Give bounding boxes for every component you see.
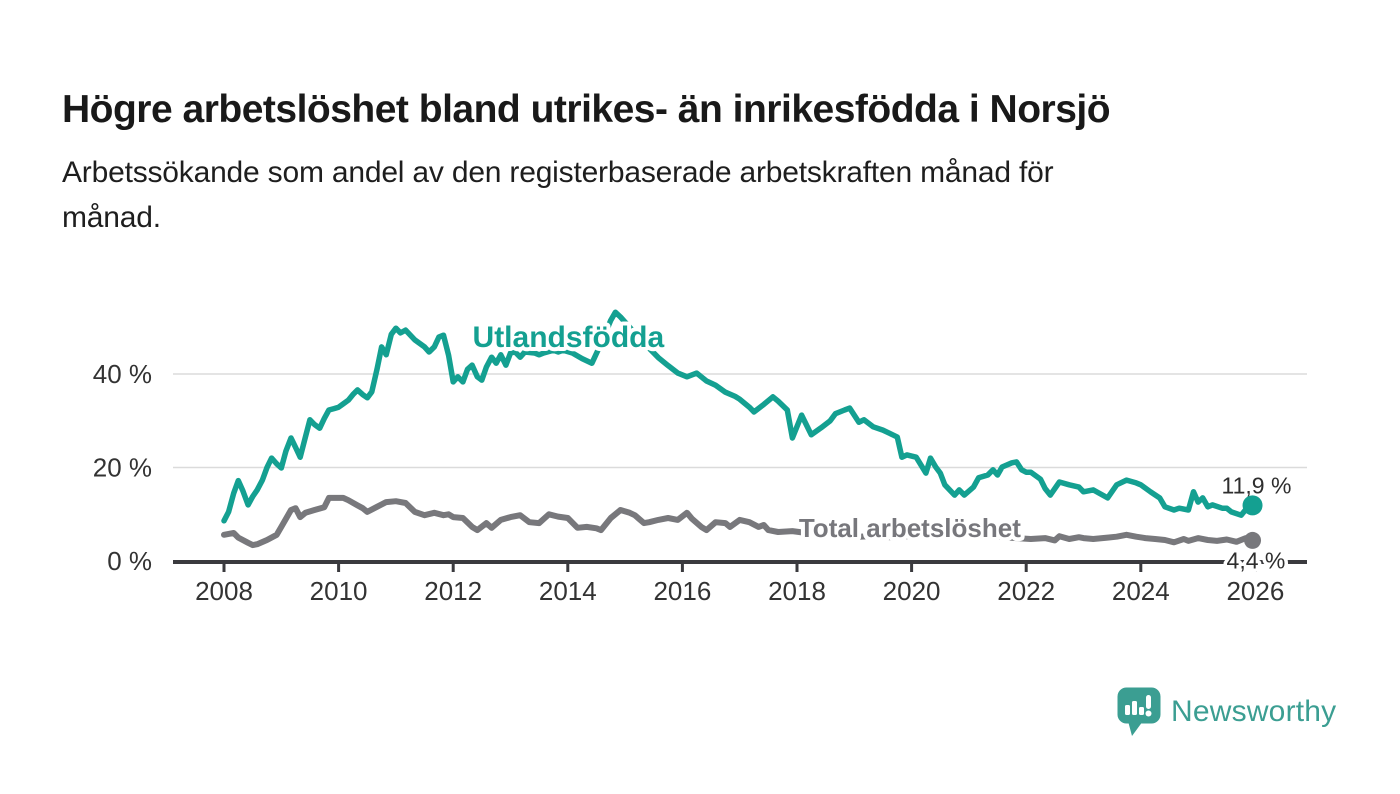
x-axis-label-2024: 2024 xyxy=(1112,576,1170,606)
y-axis-label-20: 20 % xyxy=(93,453,152,483)
end-dot-total-arbetsloshet xyxy=(1244,531,1262,549)
chart-subtitle-line-2: månad. xyxy=(62,201,161,234)
end-value-label-total-arbetsloshet: 4,4 % xyxy=(1227,547,1286,573)
newsworthy-logo: Newsworthy xyxy=(1116,686,1336,738)
y-axis-label-0: 0 % xyxy=(107,546,152,576)
x-axis-label-2008: 2008 xyxy=(195,576,253,606)
x-axis-label-2010: 2010 xyxy=(310,576,368,606)
x-axis-label-2018: 2018 xyxy=(768,576,826,606)
series-label-total-arbetsloshet: Total arbetslöshet xyxy=(799,513,1021,543)
end-dot-utlandsfodda xyxy=(1242,495,1263,516)
end-value-label-utlandsfodda: 11,9 % xyxy=(1222,472,1292,498)
y-axis-label-40: 40 % xyxy=(93,359,152,389)
series-line-total-arbetsloshet xyxy=(221,494,1256,549)
newsworthy-logo-text: Newsworthy xyxy=(1171,695,1337,728)
unemployment-line-chart: 0 % 20 % 40 % 2008 2010 2012 2014 2016 2018 2020 2… xyxy=(93,309,1307,606)
x-axis-label-2012: 2012 xyxy=(424,576,482,606)
chart-title: Högre arbetslöshet bland utrikes- än inr… xyxy=(62,88,1111,132)
chart-subtitle-line-1: Arbetssökande som andel av den registerb… xyxy=(62,156,1054,189)
x-axis-label-2016: 2016 xyxy=(653,576,711,606)
x-axis-label-2026: 2026 xyxy=(1226,576,1284,606)
x-axis-label-2020: 2020 xyxy=(883,576,941,606)
newsworthy-logo-icon xyxy=(1117,687,1161,736)
series-line-utlandsfodda xyxy=(221,309,1256,524)
chart-subtitle: Arbetssökande som andel av den registerb… xyxy=(62,150,1054,240)
series-label-utlandsfodda: Utlandsfödda xyxy=(473,321,665,354)
x-axis-label-2014: 2014 xyxy=(539,576,597,606)
x-axis-label-2022: 2022 xyxy=(997,576,1055,606)
